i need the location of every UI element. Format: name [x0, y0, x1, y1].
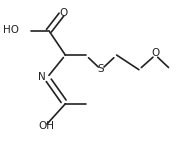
- Text: O: O: [59, 8, 67, 18]
- Text: O: O: [151, 48, 159, 58]
- Text: S: S: [98, 64, 105, 74]
- Text: N: N: [38, 72, 46, 82]
- Text: HO: HO: [3, 25, 19, 35]
- Text: OH: OH: [38, 121, 54, 131]
